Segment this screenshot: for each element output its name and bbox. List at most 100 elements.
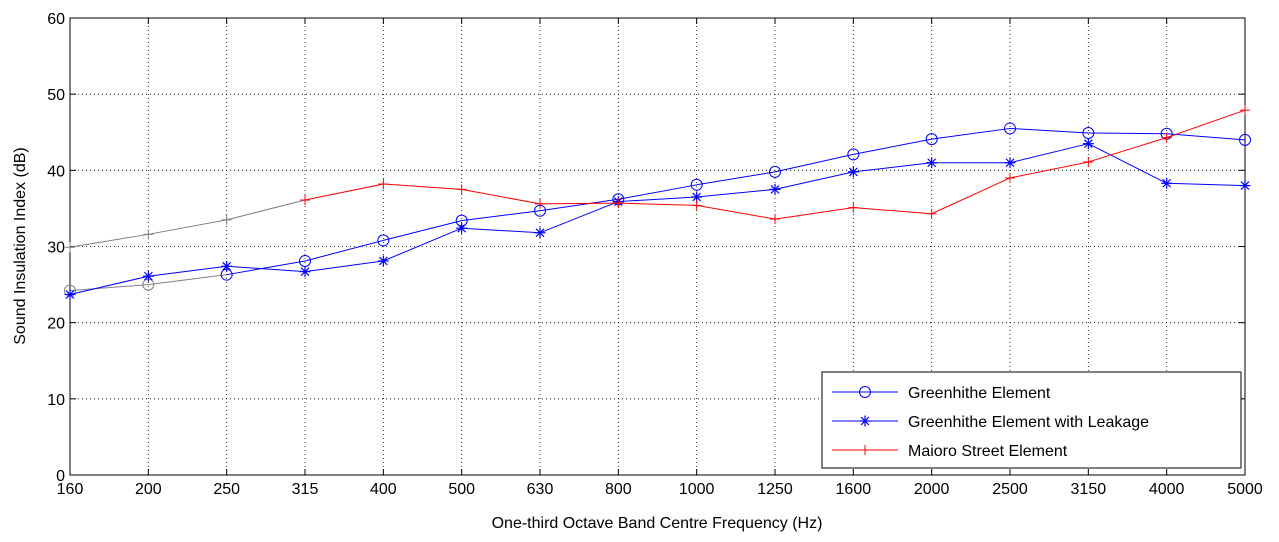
series-line-segment [774, 153, 854, 173]
series-line-segment [1009, 143, 1089, 164]
data-point [1083, 156, 1094, 167]
data-point [300, 195, 310, 206]
y-tick-label: 10 [47, 392, 65, 409]
data-point [691, 200, 702, 211]
data-point [535, 198, 545, 209]
data-point [847, 166, 859, 178]
series-line-segment [931, 177, 1011, 215]
series-line-segment [539, 198, 619, 212]
x-tick-label: 4000 [1149, 481, 1185, 498]
x-tick-label: 2500 [992, 481, 1028, 498]
x-tick-label: 630 [527, 481, 554, 498]
data-point [1004, 122, 1016, 135]
series-line-segment [774, 171, 854, 190]
series-line-segment [148, 274, 227, 286]
series-line-segment [618, 196, 697, 203]
star-stroke [1162, 178, 1172, 188]
star-stroke [300, 267, 310, 277]
data-point [848, 202, 859, 213]
data-point [926, 208, 937, 219]
x-tick-label: 1250 [757, 481, 793, 498]
series-line-segment [853, 207, 932, 215]
legend: Greenhithe Element Greenhithe Element wit… [821, 371, 1242, 469]
series-line-segment [1088, 143, 1167, 184]
data-point [456, 222, 468, 234]
series-maioro-street-element [65, 105, 1250, 253]
data-point [64, 288, 76, 300]
data-point [534, 227, 546, 239]
y-axis-label: Sound Insulation Index (dB) [12, 147, 29, 344]
series-line-segment [148, 219, 227, 235]
data-point [1005, 172, 1015, 183]
data-point [221, 260, 233, 272]
x-tick-label: 5000 [1227, 481, 1263, 498]
series-line-segment [226, 265, 306, 273]
data-point [770, 214, 780, 225]
data-point [142, 270, 154, 282]
series-line-segment [853, 138, 932, 155]
data-point [299, 266, 311, 278]
series-line-segment [1166, 109, 1246, 139]
x-tick-label: 2000 [914, 481, 950, 498]
data-point [377, 234, 390, 247]
data-point [1239, 180, 1251, 192]
data-point [926, 157, 938, 169]
data-point [613, 198, 624, 209]
series-line-segment [696, 171, 776, 186]
legend-box [821, 371, 1242, 469]
x-tick-label: 200 [135, 481, 162, 498]
star-stroke [860, 416, 870, 426]
series-line-segment [148, 265, 227, 277]
series-line-segment [1166, 133, 1246, 141]
star-stroke [222, 261, 232, 271]
series-line-segment [383, 227, 462, 262]
x-tick-label: 3150 [1071, 481, 1107, 498]
y-tick-label: 30 [47, 240, 65, 257]
series-line-segment [383, 183, 462, 190]
series-line-segment [618, 202, 697, 206]
series-line-segment [774, 207, 854, 220]
y-tick-label: 50 [47, 87, 65, 104]
series-line-segment [1166, 182, 1246, 187]
series-line-segment [461, 227, 541, 234]
x-tick-label: 400 [370, 481, 397, 498]
data-point [1161, 132, 1172, 143]
star-stroke [535, 228, 545, 238]
series-line-segment [69, 284, 149, 292]
star-stroke [378, 256, 388, 266]
data-point [378, 179, 389, 190]
star-stroke [927, 158, 937, 168]
x-tick-label: 160 [57, 481, 84, 498]
data-point [65, 242, 75, 253]
series-line-segment [1009, 127, 1089, 134]
data-point [1240, 105, 1250, 116]
series-line-segment [226, 199, 306, 221]
series-line-segment [461, 210, 541, 222]
data-point [1004, 157, 1016, 169]
legend-label: Greenhithe Element with Leakage [908, 414, 1149, 431]
y-tick-label: 20 [47, 316, 65, 333]
x-tick-label: 500 [448, 481, 475, 498]
legend-item: Greenhithe Element with Leakage [832, 414, 1149, 431]
series-line-segment [69, 233, 149, 248]
series-line-segment [853, 162, 932, 173]
star-stroke [65, 290, 75, 299]
axis-ticks: 160 200 250 315 400 500 630 800 1000 1250 1600 2000… [47, 11, 1263, 498]
data-point [377, 255, 389, 267]
legend-item: Greenhithe Element [832, 385, 1051, 402]
data-point [1082, 138, 1094, 150]
star-stroke [1005, 158, 1015, 168]
y-tick-label: 0 [56, 468, 65, 485]
series-line-segment [304, 183, 384, 201]
series-greenhithe-element-with-leakage [64, 138, 1251, 300]
data-point [769, 183, 781, 195]
data-point [690, 178, 703, 191]
legend-marker [859, 386, 871, 398]
star-stroke [848, 167, 858, 177]
series-line-segment [539, 201, 619, 234]
series-line-segment [1088, 137, 1167, 163]
legend-marker [859, 415, 871, 427]
data-point [1239, 133, 1251, 146]
